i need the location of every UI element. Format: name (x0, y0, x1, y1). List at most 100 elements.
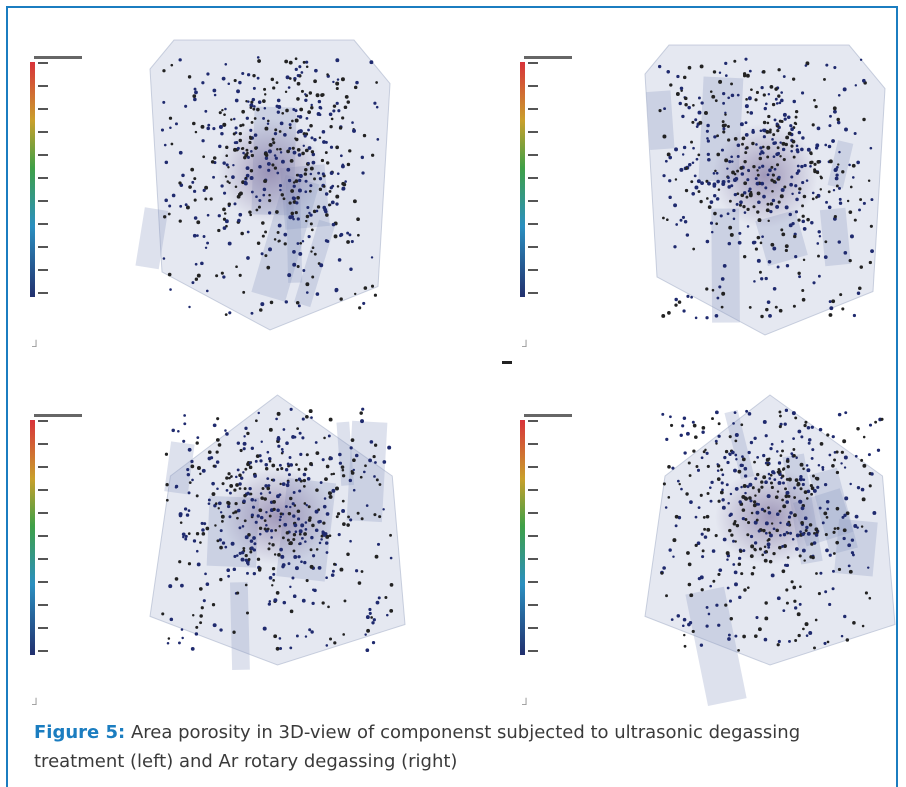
pore (745, 410, 748, 413)
pore (331, 573, 335, 577)
pore (833, 459, 836, 462)
pore (680, 434, 683, 437)
pore (793, 305, 796, 308)
pore (778, 640, 781, 643)
pore (244, 519, 247, 522)
pore (711, 417, 714, 420)
pore (722, 120, 725, 123)
pore (713, 194, 716, 197)
pore (764, 559, 768, 563)
pore (322, 140, 326, 144)
pore (817, 127, 821, 131)
pore (196, 436, 199, 439)
pore (675, 223, 678, 226)
pore (193, 190, 196, 193)
pore (290, 408, 293, 411)
pore (795, 457, 797, 459)
pore (706, 130, 709, 133)
pore (226, 163, 229, 166)
pore (711, 231, 714, 234)
pore (688, 66, 692, 70)
pore (750, 535, 753, 538)
pore (202, 155, 205, 158)
pore (341, 164, 345, 168)
pore (797, 218, 800, 221)
pore (329, 112, 333, 116)
pore (829, 554, 832, 557)
pore (280, 151, 282, 153)
colorbar-title (524, 414, 572, 417)
pore (792, 586, 796, 590)
pore (750, 554, 754, 558)
pore (700, 494, 703, 497)
pore (815, 572, 818, 575)
pore (166, 499, 169, 502)
pore (376, 601, 380, 605)
pore (282, 451, 284, 453)
pore (832, 587, 835, 590)
pore (751, 572, 755, 576)
pore (766, 156, 769, 159)
pore (284, 242, 287, 245)
caption-label: Figure 5: (34, 722, 125, 743)
pore (251, 514, 254, 517)
pore (280, 512, 283, 515)
pore (790, 150, 793, 153)
pore (738, 232, 741, 235)
pore (847, 543, 851, 547)
pore (357, 512, 360, 515)
pore (249, 462, 252, 465)
pore (760, 315, 763, 318)
pore (242, 471, 244, 473)
pore (374, 461, 377, 464)
pore (730, 493, 732, 495)
pore (285, 109, 289, 113)
pore (242, 500, 246, 504)
pore (754, 98, 757, 101)
pore (715, 314, 719, 318)
pore (700, 64, 704, 68)
pore (162, 69, 165, 72)
pore (764, 638, 768, 642)
pore (794, 255, 797, 258)
pore (832, 435, 835, 438)
pore (792, 538, 795, 541)
pore (757, 236, 761, 240)
pore (320, 93, 324, 97)
rendering-panel: ⅃ (30, 395, 405, 708)
pore (793, 496, 796, 499)
pore (247, 73, 250, 76)
pore (762, 70, 766, 74)
pore (364, 286, 368, 290)
pore (349, 268, 352, 271)
pore (319, 263, 323, 267)
pore (283, 133, 287, 137)
pore (239, 139, 242, 142)
pore (258, 508, 262, 512)
pore (767, 220, 769, 222)
pore (829, 159, 833, 163)
pore (742, 517, 745, 520)
pore (838, 151, 840, 153)
pore (715, 604, 718, 607)
pore (732, 422, 735, 425)
pore (717, 573, 720, 576)
figure-caption: Figure 5: Area porosity in 3D-view of co… (34, 718, 834, 776)
pore (749, 111, 753, 115)
pore (793, 100, 796, 103)
pore (694, 435, 698, 439)
pore (215, 502, 218, 505)
pore (369, 612, 372, 615)
pore (782, 609, 785, 612)
pore (338, 258, 342, 262)
pore (770, 243, 774, 247)
pore (740, 486, 742, 488)
pore (839, 293, 842, 296)
rendering-panel: ⅃ (520, 395, 895, 708)
pore (331, 118, 334, 121)
pore (869, 484, 872, 487)
pore (318, 566, 322, 570)
pore (816, 242, 819, 245)
pore (313, 589, 317, 593)
pore (200, 262, 204, 266)
